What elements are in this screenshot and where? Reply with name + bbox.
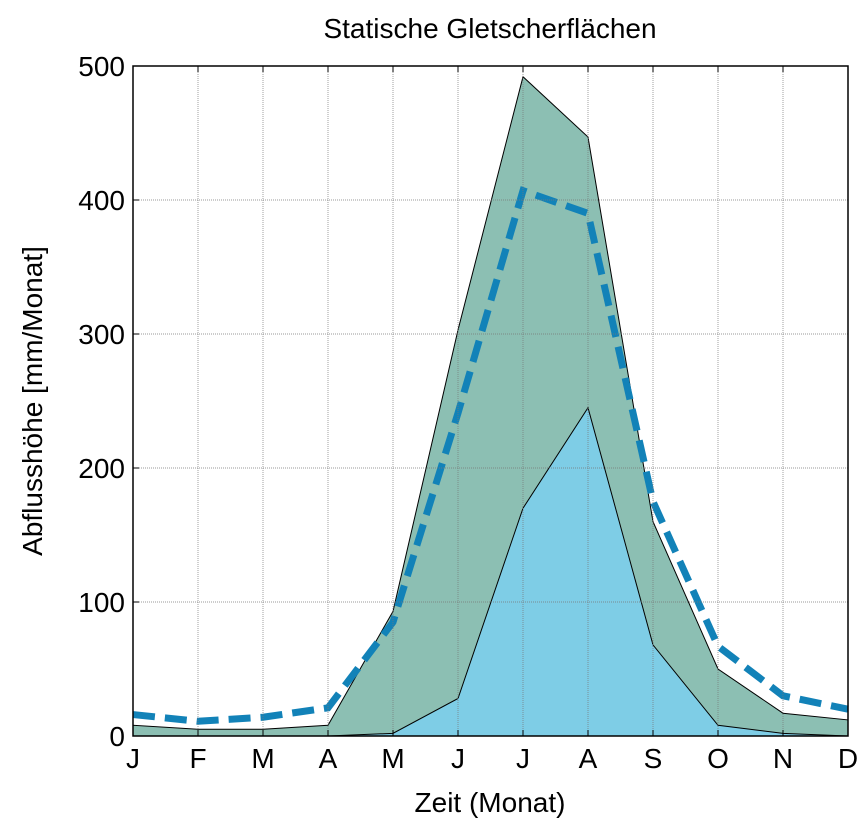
chart-title: Statische Gletscherflächen	[323, 13, 656, 44]
y-tick-label: 300	[78, 319, 125, 350]
y-axis-label: Abflusshöhe [mm/Monat]	[17, 246, 48, 556]
x-tick-label: F	[189, 743, 206, 774]
y-tick-label: 200	[78, 453, 125, 484]
x-tick-label: S	[644, 743, 663, 774]
y-tick-label: 100	[78, 587, 125, 618]
plot-frame	[132, 65, 849, 737]
x-tick-label: O	[707, 743, 729, 774]
x-tick-label: M	[381, 743, 404, 774]
x-tick-label: N	[773, 743, 793, 774]
y-tick-label: 500	[78, 51, 125, 82]
x-tick-label: M	[251, 743, 274, 774]
y-tick-label: 400	[78, 185, 125, 216]
x-tick-label: J	[451, 743, 465, 774]
x-tick-label: A	[579, 743, 598, 774]
x-tick-label: J	[126, 743, 140, 774]
line	[132, 186, 849, 725]
x-axis-label: Zeit (Monat)	[415, 787, 566, 818]
x-tick-label: A	[319, 743, 338, 774]
x-tick-label: J	[516, 743, 530, 774]
y-tick-label: 0	[109, 721, 125, 752]
x-tick-label: D	[838, 743, 858, 774]
